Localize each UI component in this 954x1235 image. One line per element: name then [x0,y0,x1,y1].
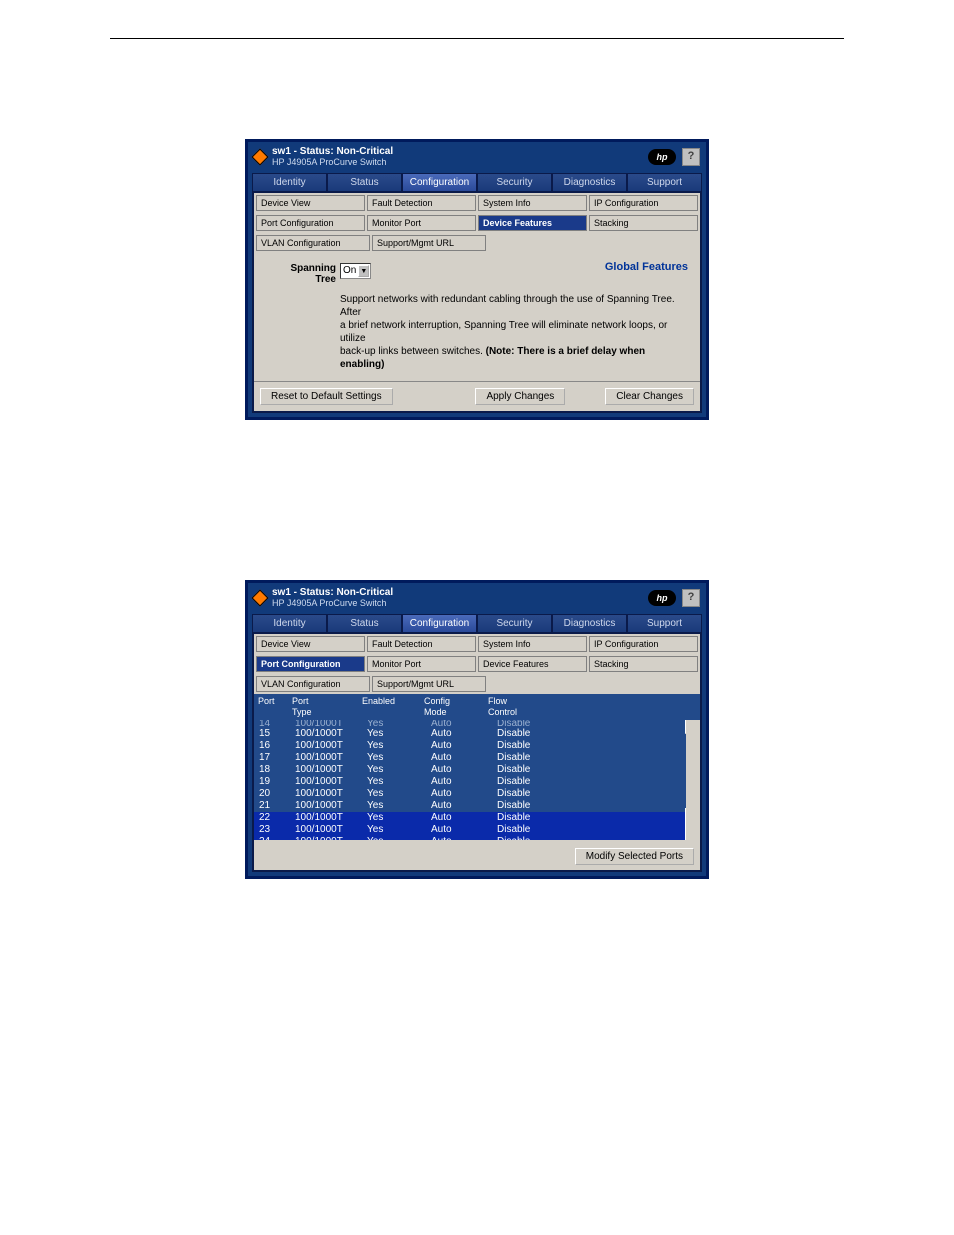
port-row[interactable]: 14100/1000TYesAutoDisable [254,720,686,728]
subtab-ip-configuration[interactable]: IP Configuration [589,195,698,211]
subtab-device-view[interactable]: Device View [256,636,365,652]
subtab-device-view[interactable]: Device View [256,195,365,211]
port-row[interactable]: 21100/1000TYesAutoDisable [254,800,686,812]
spanning-tree-select[interactable]: On [340,263,371,279]
main-tab-security[interactable]: Security [477,614,552,632]
main-tab-support[interactable]: Support [627,173,702,191]
port-table-header: Port PortType Enabled ConfigMode FlowCon… [254,694,700,720]
help-button[interactable]: ? [682,148,700,166]
main-tab-status[interactable]: Status [327,173,402,191]
subtab-system-info[interactable]: System Info [478,636,587,652]
device-features-body: Global Features SpanningTree On Support … [254,253,700,381]
main-tab-bar: IdentityStatusConfigurationSecurityDiagn… [248,610,706,632]
subtab-device-features[interactable]: Device Features [478,215,587,231]
port-row[interactable]: 20100/1000TYesAutoDisable [254,788,686,800]
header-rule [110,38,844,39]
port-row[interactable]: 17100/1000TYesAutoDisable [254,752,686,764]
window-title: sw1 - Status: Non-Critical [272,146,648,157]
col-config-mode: ConfigMode [424,696,488,718]
subtab-support-mgmt-url[interactable]: Support/Mgmt URL [372,235,486,251]
port-row[interactable]: 16100/1000TYesAutoDisable [254,740,686,752]
col-port: Port [258,696,292,718]
subtab-area: Device ViewFault DetectionSystem InfoIP … [254,193,700,253]
window-header: sw1 - Status: Non-Critical HP J4905A Pro… [248,583,706,610]
port-rows: ▲ ▼ 14100/1000TYesAutoDisable15100/1000T… [254,720,700,840]
subtab-monitor-port[interactable]: Monitor Port [367,215,476,231]
main-tab-identity[interactable]: Identity [252,173,327,191]
main-tab-configuration[interactable]: Configuration [402,614,477,632]
spanning-tree-description: Support networks with redundant cabling … [340,293,680,371]
scroll-up-button[interactable]: ▲ [685,720,699,734]
sub-area: Device ViewFault DetectionSystem InfoIP … [252,632,702,872]
subtab-device-features[interactable]: Device Features [478,656,587,672]
scroll-down-button[interactable]: ▼ [685,826,699,840]
port-row[interactable]: 22100/1000TYesAutoDisable [254,812,686,824]
window-title: sw1 - Status: Non-Critical [272,587,648,598]
scroll-thumb[interactable] [685,808,699,840]
help-button[interactable]: ? [682,589,700,607]
subtab-vlan-configuration[interactable]: VLAN Configuration [256,235,370,251]
port-row[interactable]: 24100/1000TYesAutoDisable [254,836,686,840]
subtab-port-configuration[interactable]: Port Configuration [256,215,365,231]
col-flow-control: FlowControl [488,696,558,718]
subtab-area: Device ViewFault DetectionSystem InfoIP … [254,634,700,694]
subtab-monitor-port[interactable]: Monitor Port [367,656,476,672]
subtab-stacking[interactable]: Stacking [589,215,698,231]
subtab-stacking[interactable]: Stacking [589,656,698,672]
hp-logo-icon: hp [648,590,676,606]
main-tab-diagnostics[interactable]: Diagnostics [552,173,627,191]
clear-changes-button[interactable]: Clear Changes [605,388,694,405]
global-features-heading: Global Features [605,261,688,273]
main-tab-configuration[interactable]: Configuration [402,173,477,191]
main-tab-diagnostics[interactable]: Diagnostics [552,614,627,632]
reset-defaults-button[interactable]: Reset to Default Settings [260,388,393,405]
subtab-ip-configuration[interactable]: IP Configuration [589,636,698,652]
port-row[interactable]: 15100/1000TYesAutoDisable [254,728,686,740]
spanning-tree-label: SpanningTree [284,263,336,285]
port-table: Port PortType Enabled ConfigMode FlowCon… [254,694,700,840]
port-config-window: sw1 - Status: Non-Critical HP J4905A Pro… [245,580,709,879]
subtab-support-mgmt-url[interactable]: Support/Mgmt URL [372,676,486,692]
col-port-type: PortType [292,696,362,718]
subtab-fault-detection[interactable]: Fault Detection [367,195,476,211]
status-diamond-icon [252,148,269,165]
subtab-vlan-configuration[interactable]: VLAN Configuration [256,676,370,692]
col-enabled: Enabled [362,696,424,718]
action-bar: Reset to Default Settings Apply Changes … [254,381,700,411]
hp-logo-icon: hp [648,149,676,165]
main-tab-security[interactable]: Security [477,173,552,191]
status-diamond-icon [252,589,269,606]
port-row[interactable]: 23100/1000TYesAutoDisable [254,824,686,836]
window-subtitle: HP J4905A ProCurve Switch [272,157,648,167]
sub-area: Device ViewFault DetectionSystem InfoIP … [252,191,702,413]
port-row[interactable]: 19100/1000TYesAutoDisable [254,776,686,788]
apply-changes-button[interactable]: Apply Changes [475,388,565,405]
modify-bar: Modify Selected Ports [254,840,700,870]
window-header: sw1 - Status: Non-Critical HP J4905A Pro… [248,142,706,169]
subtab-system-info[interactable]: System Info [478,195,587,211]
port-row[interactable]: 18100/1000TYesAutoDisable [254,764,686,776]
main-tab-status[interactable]: Status [327,614,402,632]
modify-selected-ports-button[interactable]: Modify Selected Ports [575,848,694,865]
subtab-port-configuration[interactable]: Port Configuration [256,656,365,672]
main-tab-support[interactable]: Support [627,614,702,632]
device-features-window: sw1 - Status: Non-Critical HP J4905A Pro… [245,139,709,420]
window-subtitle: HP J4905A ProCurve Switch [272,598,648,608]
subtab-fault-detection[interactable]: Fault Detection [367,636,476,652]
main-tab-bar: IdentityStatusConfigurationSecurityDiagn… [248,169,706,191]
main-tab-identity[interactable]: Identity [252,614,327,632]
